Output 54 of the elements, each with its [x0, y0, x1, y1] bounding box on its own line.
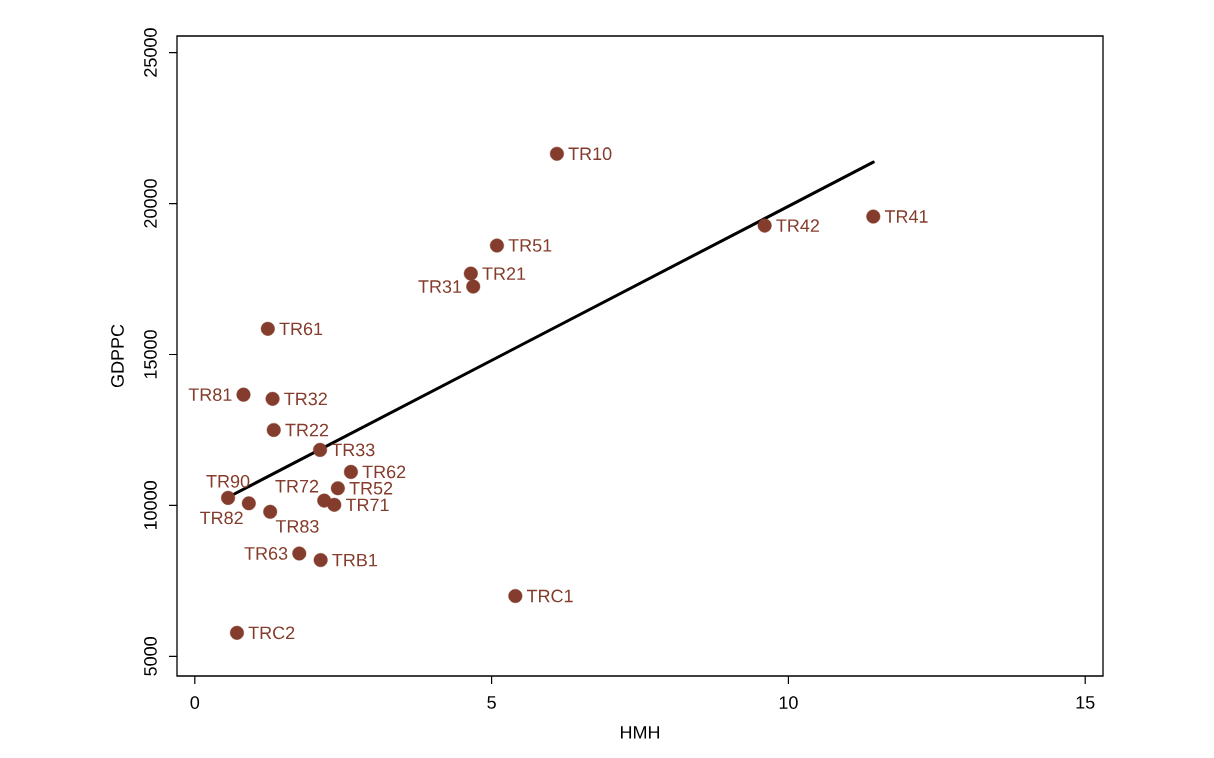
- point: [263, 504, 278, 519]
- point: [549, 146, 564, 161]
- point: [313, 442, 328, 457]
- annotation: TR51: [508, 239, 552, 252]
- y-tick-label: 15000: [144, 330, 157, 379]
- annotation: TR41: [884, 210, 928, 223]
- point: [241, 496, 256, 511]
- y-axis-title: GDPPC: [111, 324, 124, 388]
- x-axis-title: HMH: [620, 726, 660, 739]
- annotation: TR82: [200, 511, 243, 525]
- point: [463, 266, 478, 281]
- point: [757, 218, 772, 233]
- point: [260, 321, 275, 336]
- x-tick-label: 10: [779, 696, 798, 709]
- annotation: TRC1: [526, 589, 573, 603]
- annotation: TR32: [284, 392, 327, 406]
- y-tick-label: 5000: [144, 637, 157, 676]
- annotation: TR83: [275, 519, 319, 533]
- annotation: TR22: [285, 423, 329, 437]
- annotation: TR21: [482, 267, 526, 280]
- annotation: TR31: [418, 280, 462, 293]
- annotation: TR10: [568, 147, 612, 161]
- annotation: TR33: [331, 443, 375, 457]
- annotation: TR52: [349, 481, 393, 495]
- annotation: TR62: [362, 465, 406, 479]
- x-tick-label: 15: [1076, 696, 1095, 709]
- annotation: TRB1: [332, 553, 377, 567]
- annotation: TR61: [279, 322, 323, 336]
- point: [466, 279, 481, 294]
- annotation: TR72: [275, 479, 319, 493]
- point: [221, 490, 236, 505]
- point: [313, 553, 328, 568]
- annotation: TR63: [244, 547, 288, 560]
- point: [236, 387, 251, 402]
- point: [508, 589, 523, 603]
- x-tick-label: 0: [190, 696, 200, 709]
- point: [866, 209, 881, 224]
- y-tick-label: 10000: [144, 481, 157, 530]
- y-tick-label: 20000: [144, 179, 157, 228]
- point: [265, 391, 280, 406]
- annotation: TRC2: [248, 626, 295, 640]
- annotation: TR42: [776, 219, 819, 232]
- annotation: TR71: [345, 498, 389, 512]
- point: [229, 625, 244, 640]
- annotation: TR90: [206, 474, 250, 488]
- point: [330, 481, 345, 496]
- annotation: TR81: [188, 388, 232, 402]
- point: [489, 238, 504, 253]
- point: [292, 546, 307, 561]
- point: [266, 422, 281, 437]
- y-tick-label: 25000: [144, 28, 157, 77]
- x-tick-label: 5: [487, 696, 496, 709]
- point: [317, 493, 332, 508]
- point: [343, 464, 358, 479]
